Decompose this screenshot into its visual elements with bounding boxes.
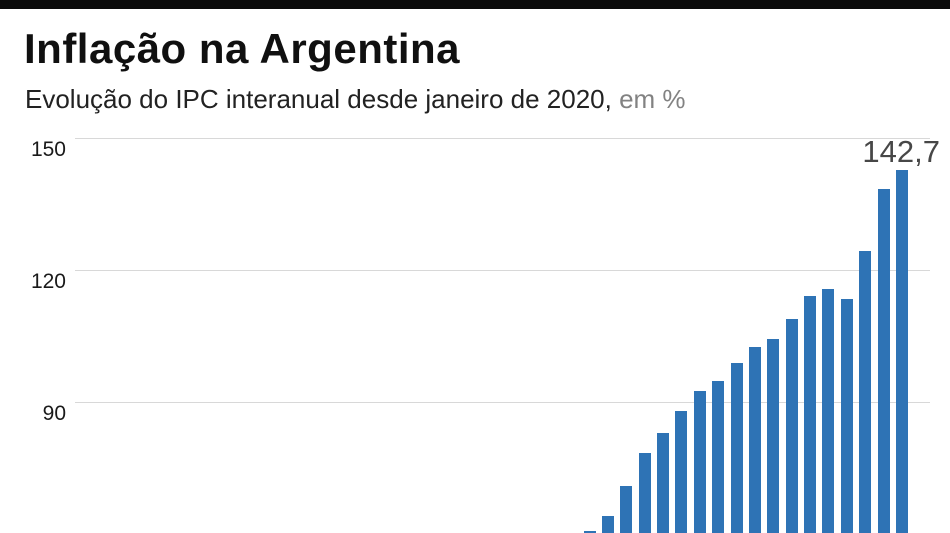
bar-out/2022 xyxy=(675,410,688,533)
y-tick-label-150: 150 xyxy=(30,138,66,161)
bar-jun/2023 xyxy=(822,289,835,533)
bar-dez/2022 xyxy=(712,380,725,533)
bar-mar/2023 xyxy=(767,339,780,533)
bar-jan/2023 xyxy=(730,363,743,533)
gridline-90 xyxy=(75,402,930,403)
bar-set/2022 xyxy=(657,432,670,533)
bar-mai/2022 xyxy=(583,530,596,533)
subtitle-unit: em % xyxy=(611,84,686,114)
bar-set/2023 xyxy=(877,189,890,533)
y-tick-label-120: 120 xyxy=(30,270,66,293)
bar-jul/2022 xyxy=(620,485,633,533)
bar-abr/2023 xyxy=(785,319,798,533)
chart-subtitle: Evolução do IPC interanual desde janeiro… xyxy=(25,84,686,115)
peak-value-label: 142,7 xyxy=(862,134,940,169)
gridline-150 xyxy=(75,138,930,139)
bar-out/2023 xyxy=(895,170,908,533)
bar-nov/2022 xyxy=(693,391,706,533)
y-tick-label-90: 90 xyxy=(42,402,66,425)
gridline-120 xyxy=(75,270,930,271)
subtitle-text: Evolução do IPC interanual desde janeiro… xyxy=(25,84,612,114)
chart-title: Inflação na Argentina xyxy=(24,25,461,72)
bar-ago/2023 xyxy=(859,250,872,533)
top-border xyxy=(0,0,950,9)
bar-jul/2023 xyxy=(840,299,853,533)
bar-jun/2022 xyxy=(601,516,614,533)
bar-mai/2023 xyxy=(804,295,817,533)
bar-ago/2022 xyxy=(638,452,651,533)
bar-fev/2023 xyxy=(748,347,761,533)
